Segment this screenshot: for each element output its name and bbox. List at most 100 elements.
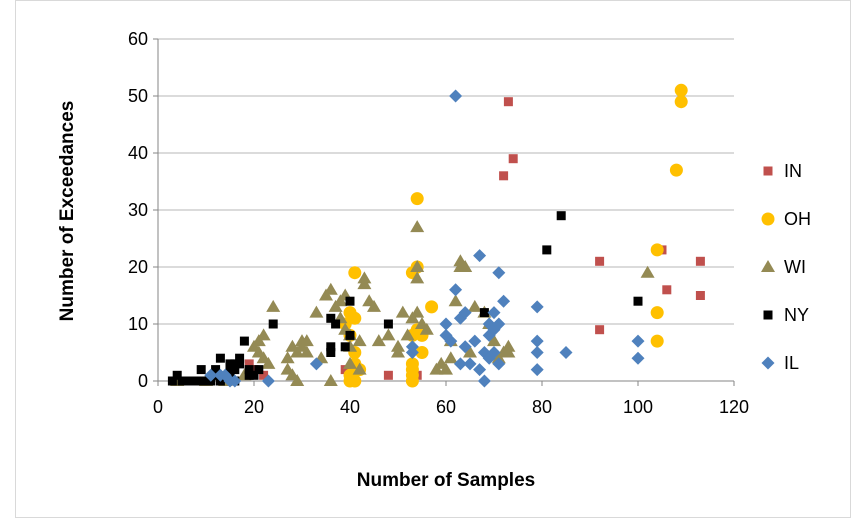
legend-label-ny: NY <box>784 305 809 325</box>
data-point-il <box>458 340 472 354</box>
legend-label-il: IL <box>784 353 799 373</box>
legend-marker-wi <box>761 260 775 272</box>
data-point-in <box>499 171 509 181</box>
data-point-wi <box>352 362 367 375</box>
data-point-wi <box>280 351 295 364</box>
data-point-il <box>492 317 506 331</box>
data-point-wi <box>261 356 276 369</box>
data-point-ny <box>235 359 245 369</box>
data-point-wi <box>352 334 367 347</box>
data-point-il <box>477 374 491 388</box>
data-point-il <box>631 351 645 365</box>
y-tick-label: 20 <box>128 257 148 277</box>
x-axis-title: Number of Samples <box>357 470 535 491</box>
legend-label-in: IN <box>784 161 802 181</box>
legend-marker-in <box>763 166 773 176</box>
x-tick-label: 80 <box>532 397 552 417</box>
data-point-il <box>463 357 477 371</box>
legend-marker-ny <box>763 310 773 320</box>
data-point-wi <box>299 334 314 347</box>
data-point-ny <box>230 365 240 375</box>
data-point-ny <box>331 319 341 329</box>
data-point-wi <box>371 334 386 347</box>
data-point-wi <box>367 299 381 312</box>
legend-label-wi: WI <box>784 257 806 277</box>
data-point-wi <box>410 220 425 233</box>
data-point-wi <box>640 265 655 278</box>
data-point-in <box>249 365 259 375</box>
x-tick-label: 0 <box>153 397 163 417</box>
legend-label-oh: OH <box>784 209 811 229</box>
data-point-oh <box>650 243 664 257</box>
data-point-il <box>530 300 544 314</box>
data-point-wi <box>299 345 314 358</box>
x-tick-label: 40 <box>340 397 360 417</box>
legend: IN OH WI NY IL <box>761 161 811 373</box>
data-point-wi <box>343 356 357 369</box>
data-point-in <box>383 370 393 380</box>
data-point-ny <box>244 365 254 375</box>
data-point-ny <box>235 353 245 363</box>
data-point-wi <box>256 328 271 341</box>
data-point-wi <box>395 305 410 318</box>
data-point-il <box>458 306 472 320</box>
data-point-wi <box>487 334 501 347</box>
data-point-ny <box>556 211 566 221</box>
y-tick-labels: 0 10 20 30 40 50 60 <box>128 29 148 391</box>
data-point-in <box>695 291 705 300</box>
axes <box>153 38 735 386</box>
x-tick-label: 120 <box>719 397 749 417</box>
data-point-ny <box>182 376 192 386</box>
gridlines <box>158 38 734 325</box>
data-point-ny <box>225 359 235 369</box>
scatter-chart: 0 10 20 30 40 50 60 0 20 40 60 80 100 120 Number of … <box>57 29 811 491</box>
data-point-il <box>530 346 544 359</box>
data-point-in <box>244 359 254 369</box>
data-point-oh <box>674 83 688 97</box>
data-point-ny <box>172 370 182 380</box>
data-point-wi <box>391 339 405 352</box>
data-point-ny <box>345 330 355 340</box>
x-tick-labels: 0 20 40 60 80 100 120 <box>153 397 749 417</box>
data-point-il <box>487 346 501 359</box>
data-points <box>167 83 705 388</box>
data-point-ny <box>201 376 211 386</box>
data-point-il <box>631 334 645 348</box>
y-tick-label: 40 <box>128 143 148 163</box>
data-point-ny <box>191 376 201 386</box>
data-point-ny <box>326 313 336 323</box>
data-point-oh <box>650 306 664 320</box>
data-point-il <box>473 363 487 377</box>
data-point-il <box>468 334 482 348</box>
data-point-il <box>405 340 419 354</box>
data-point-wi <box>439 362 453 375</box>
data-point-ny <box>254 365 264 375</box>
data-point-il <box>261 374 275 388</box>
data-point-in <box>503 97 513 107</box>
x-tick-label: 60 <box>436 397 456 417</box>
data-point-ny <box>268 319 278 329</box>
y-tick-label: 10 <box>128 314 148 334</box>
data-point-wi <box>463 345 477 358</box>
data-point-il <box>492 357 506 371</box>
data-point-ny <box>187 376 197 386</box>
data-point-ny <box>326 348 336 357</box>
y-tick-label: 60 <box>128 29 148 49</box>
data-point-ny <box>383 319 393 329</box>
data-point-oh <box>348 374 362 388</box>
data-point-ny <box>225 365 235 375</box>
data-point-in <box>662 285 672 295</box>
data-point-il <box>530 363 544 377</box>
series-ny <box>167 211 643 386</box>
data-point-il <box>309 357 323 371</box>
data-point-wi <box>381 328 396 341</box>
data-point-oh <box>405 374 419 388</box>
data-point-ny <box>239 336 249 346</box>
data-point-il <box>204 368 218 382</box>
data-point-ny <box>633 296 643 306</box>
data-point-wi <box>290 374 305 386</box>
data-point-wi <box>357 277 372 290</box>
data-point-ny <box>167 376 177 386</box>
data-point-wi <box>266 299 281 312</box>
data-point-ny <box>230 359 240 369</box>
